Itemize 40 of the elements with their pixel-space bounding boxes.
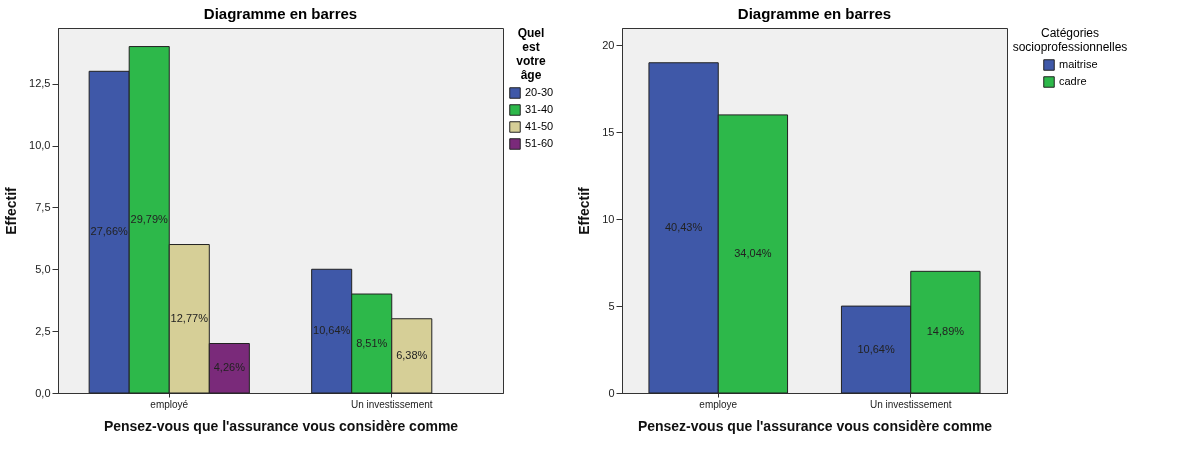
legend-title: Quel est votre âge	[516, 26, 546, 82]
y-tick-label: 2,5	[35, 324, 51, 337]
legend-label: cadre	[1059, 75, 1087, 87]
y-axis-title: Effectif	[576, 186, 593, 235]
legend-label: 51-60	[525, 137, 554, 149]
y-tick-label: 20	[602, 38, 615, 51]
y-tick-label: 10,0	[29, 139, 51, 152]
x-axis-title: Pensez-vous que l'assurance vous considère comme	[637, 417, 993, 434]
legend-label: 20-30	[525, 86, 554, 98]
legend-title: Catégories socioprofessionnelles	[1012, 26, 1128, 54]
x-tick-label: employé	[150, 398, 189, 410]
x-tick-label: Un investissement	[869, 398, 952, 410]
legend-label: maitrise	[1059, 58, 1098, 70]
annotation: 29,79%	[130, 212, 169, 225]
annotation: 34,04%	[734, 246, 772, 259]
annotation: 12,77%	[170, 311, 209, 324]
x-axis-title: Pensez-vous que l'assurance vous considère comme	[103, 417, 459, 434]
annotation: 6,38%	[396, 348, 428, 361]
y-tick-label: 5,0	[35, 262, 51, 275]
chart-title: Diagramme en barres	[737, 5, 892, 22]
y-tick-label: 10	[602, 212, 615, 225]
annotation: 10,64%	[313, 324, 351, 337]
y-axis-title: Effectif	[3, 186, 20, 235]
annotation: 8,51%	[356, 336, 388, 349]
annotation: 14,89%	[926, 325, 965, 338]
legend-label: 41-50	[525, 120, 554, 132]
y-tick-label: 15	[602, 125, 615, 138]
annotation: 40,43%	[664, 220, 703, 233]
y-tick-label: 12,5	[29, 77, 51, 90]
y-tick-label: 7,5	[35, 200, 51, 213]
annotation: 10,64%	[857, 342, 895, 355]
x-tick-label: employe	[699, 398, 738, 410]
y-tick-label: 5	[608, 299, 615, 312]
y-tick-label: 0,0	[35, 386, 51, 399]
x-tick-label: Un investissement	[350, 398, 433, 410]
annotation: 4,26%	[213, 361, 246, 374]
annotation: 27,66%	[90, 225, 129, 238]
legend-label: 31-40	[525, 103, 554, 115]
chart-title: Diagramme en barres	[203, 5, 358, 22]
y-tick-label: 0	[608, 386, 615, 399]
